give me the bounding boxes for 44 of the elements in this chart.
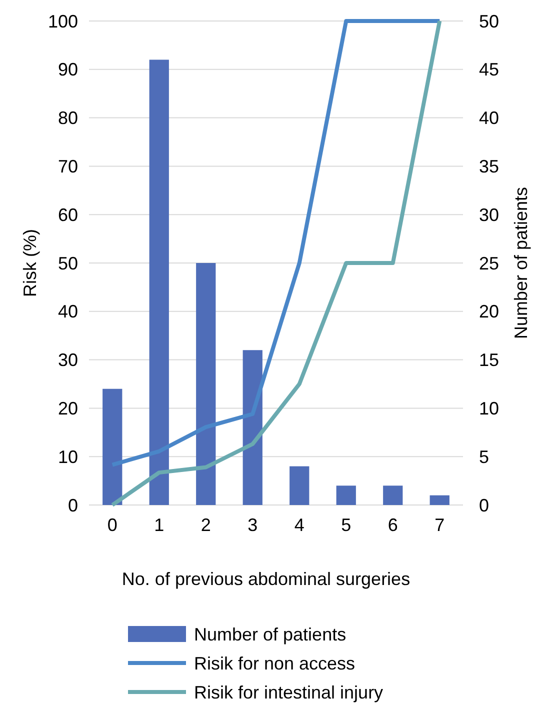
legend-label: Risik for non access — [194, 653, 356, 674]
y2-tick-label: 50 — [479, 11, 500, 32]
x-tick-label: 6 — [388, 515, 398, 535]
y-tick-label: 30 — [58, 350, 78, 370]
x-tick-label: 3 — [248, 515, 258, 535]
x-tick-label: 0 — [107, 515, 118, 535]
legend-label: Risik for intestinal injury — [194, 682, 384, 702]
x-tick-label: 5 — [341, 515, 352, 535]
y-tick-label: 80 — [58, 108, 78, 128]
y-tick-label: 100 — [48, 11, 78, 32]
bar — [430, 495, 450, 505]
y2-tick-label: 45 — [479, 60, 500, 80]
y2-tick-label: 40 — [479, 108, 500, 128]
y2-tick-label: 20 — [479, 302, 500, 322]
y2-tick-label: 35 — [479, 156, 500, 176]
x-tick-label: 7 — [434, 515, 445, 535]
y2-tick-label: 10 — [479, 398, 500, 418]
legend-label: Number of patients — [194, 624, 346, 644]
y2-tick-label: 0 — [479, 495, 490, 516]
y-tick-label: 70 — [58, 156, 78, 176]
x-axis-title: No. of previous abdominal surgeries — [122, 569, 410, 589]
x-tick-label: 1 — [154, 515, 164, 535]
y2-tick-label: 30 — [479, 204, 500, 225]
bar — [383, 486, 403, 505]
y2-axis-title: Number of patients — [511, 186, 531, 340]
y-axis-title: Risk (%) — [20, 229, 40, 297]
y-tick-label: 0 — [68, 495, 78, 516]
bar — [336, 486, 356, 505]
y-tick-label: 20 — [58, 398, 78, 418]
y-tick-label: 10 — [58, 446, 78, 467]
y-tick-label: 90 — [58, 60, 78, 80]
bar — [149, 60, 169, 505]
y2-tick-label: 15 — [479, 350, 500, 370]
y2-tick-label: 5 — [479, 446, 490, 467]
x-tick-label: 4 — [294, 515, 304, 535]
bar — [196, 263, 216, 505]
y-tick-label: 40 — [58, 302, 78, 322]
y2-tick-label: 25 — [479, 253, 500, 274]
bar — [242, 350, 262, 505]
y-tick-label: 50 — [58, 253, 78, 274]
bar — [102, 388, 122, 505]
y-tick-label: 60 — [58, 204, 78, 225]
x-tick-label: 2 — [200, 515, 211, 535]
bar — [290, 466, 310, 505]
